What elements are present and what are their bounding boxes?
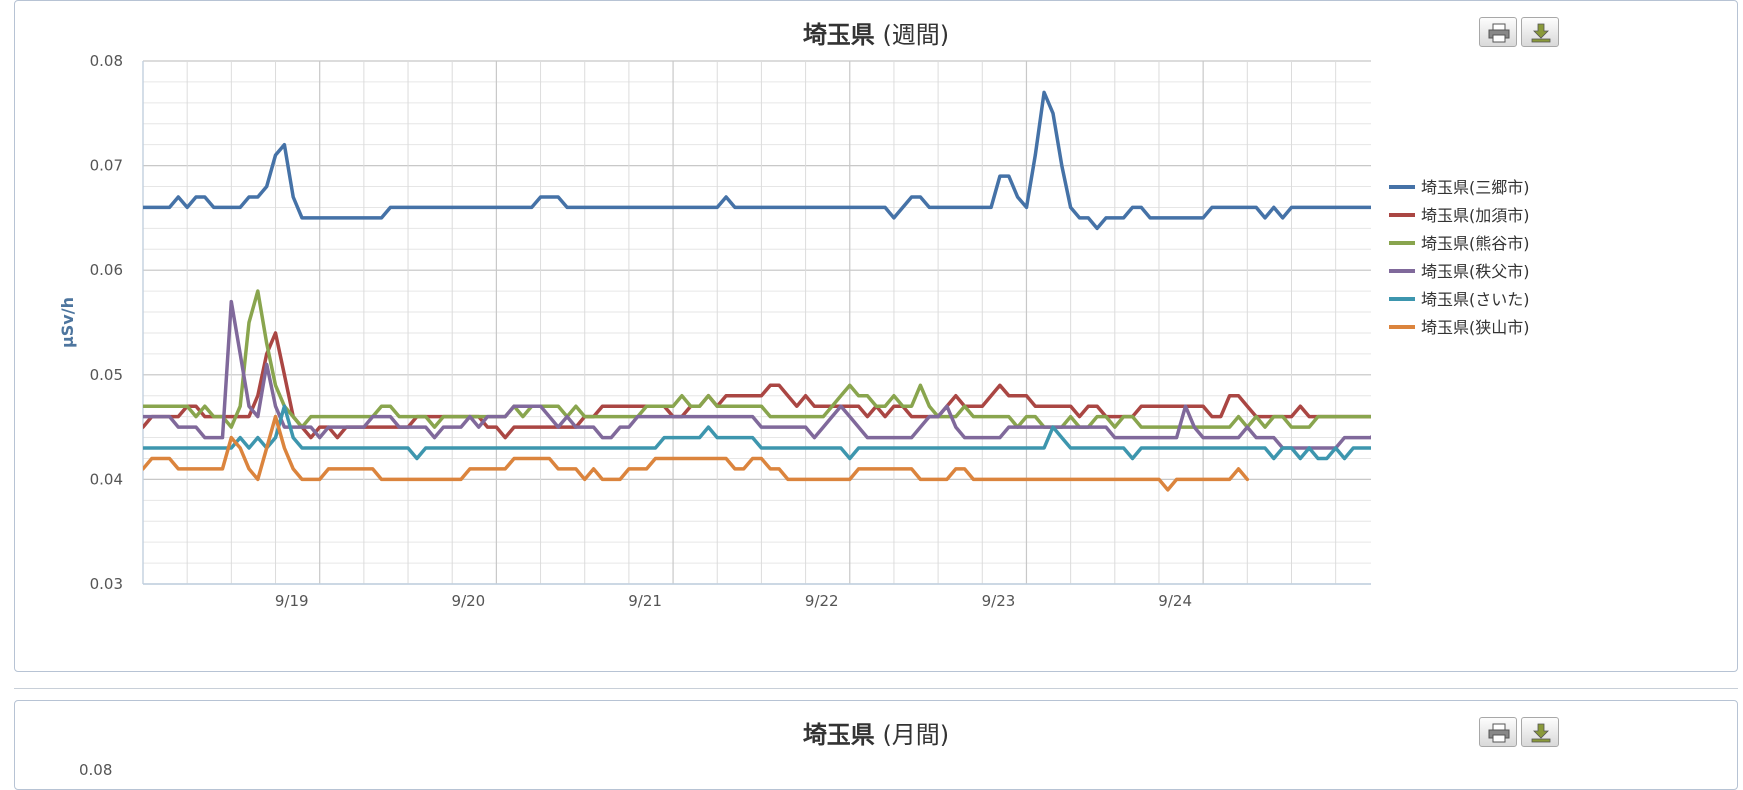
chart-title-bold: 埼玉県 xyxy=(802,21,875,49)
weekly-chart-panel: 埼玉県 (週間) 0.08 0.07 0.06 0.05 0.04 0.03 9/19 9/2… xyxy=(14,0,1738,672)
y-tick-label: 0.07 xyxy=(90,157,123,175)
chart-title: 埼玉県 (週間) xyxy=(15,15,1737,50)
series-line xyxy=(143,404,1371,461)
printer-icon xyxy=(1488,23,1510,43)
y-tick-label: 0.05 xyxy=(90,366,123,384)
x-tick-label: 9/20 xyxy=(452,592,486,610)
x-tick-label: 9/21 xyxy=(628,592,662,610)
legend-item: 埼玉県(熊谷市) xyxy=(1421,234,1530,253)
x-tick-label: 9/24 xyxy=(1158,592,1192,610)
y-axis-label: μSv/h xyxy=(58,297,77,348)
chart-title-bold: 埼玉県 xyxy=(802,721,875,749)
legend-item: 埼玉県(秩父市) xyxy=(1421,262,1530,281)
print-button[interactable] xyxy=(1479,17,1517,47)
download-button[interactable] xyxy=(1521,17,1559,47)
series-line xyxy=(143,299,1371,450)
y-tick-label: 0.08 xyxy=(79,761,113,779)
y-tick-label: 0.03 xyxy=(90,575,123,593)
chart-title-period: (週間) xyxy=(874,21,950,49)
x-tick-label: 9/19 xyxy=(275,592,309,610)
x-tick-label: 9/22 xyxy=(805,592,839,610)
legend-item: 埼玉県(三郷市) xyxy=(1421,178,1530,197)
print-button[interactable] xyxy=(1479,717,1517,747)
printer-icon xyxy=(1488,723,1510,743)
download-button[interactable] xyxy=(1521,717,1559,747)
y-tick-label: 0.08 xyxy=(90,52,123,70)
x-tick-label: 9/23 xyxy=(982,592,1016,610)
series-line xyxy=(143,90,1371,231)
legend-item: 埼玉県(加須市) xyxy=(1421,206,1530,225)
download-icon xyxy=(1531,723,1551,743)
chart-title-period: (月間) xyxy=(874,721,950,749)
weekly-line-chart: 0.08 0.07 0.06 0.05 0.04 0.03 9/19 9/20 9/21 9/22… xyxy=(58,52,1530,610)
monthly-chart-panel: 埼玉県 (月間) 0.08 xyxy=(14,700,1738,790)
y-tick-label: 0.06 xyxy=(90,261,123,279)
download-icon xyxy=(1531,23,1551,43)
legend-item: 埼玉県(さいた) xyxy=(1421,290,1530,309)
legend-item: 埼玉県(狭山市) xyxy=(1421,318,1530,337)
chart-title: 埼玉県 (月間) xyxy=(15,715,1737,750)
series-line xyxy=(143,414,1250,492)
y-tick-label: 0.04 xyxy=(90,470,123,488)
panel-divider xyxy=(14,688,1738,689)
